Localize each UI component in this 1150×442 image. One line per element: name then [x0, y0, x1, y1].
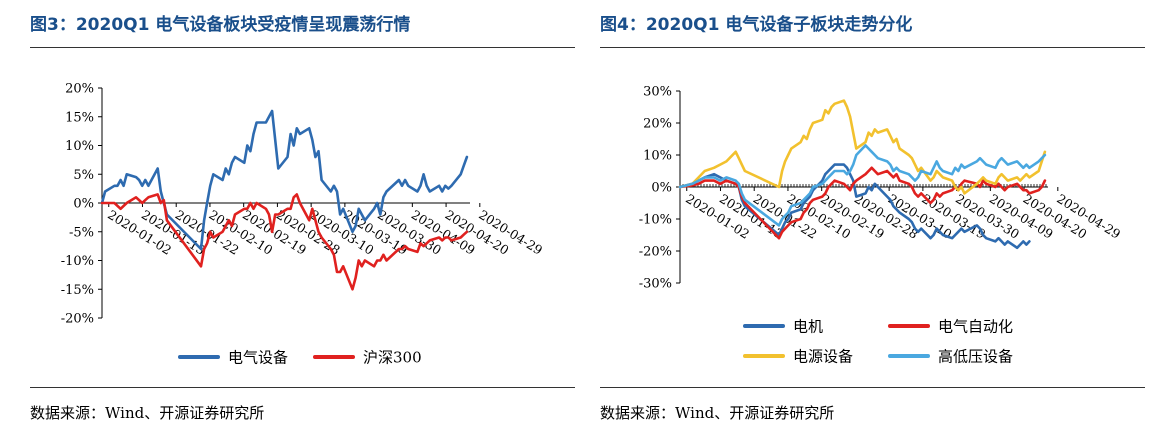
line-chart-sub-sectors: 30%20%10%0%-10%-20%-30%2020-01-022020-01… — [639, 85, 1124, 366]
y-tick-label: 10% — [65, 139, 94, 154]
series-line — [678, 99, 1047, 195]
y-tick-label: 20% — [643, 117, 672, 132]
legend-label: 电气自动化 — [938, 318, 1013, 336]
y-tick-label: 30% — [643, 85, 672, 100]
y-tick-label: 20% — [65, 82, 94, 97]
y-tick-label: -15% — [61, 283, 94, 298]
y-tick-label: -5% — [69, 225, 94, 240]
chart-title: 图3：2020Q1 电气设备板块受疫情呈现震荡行情 — [30, 15, 411, 35]
chart-panel-right: 图4：2020Q1 电气设备子板块走势分化 30% 20% 10% 0% -10% -20… — [600, 0, 1145, 442]
y-tick-label: 0% — [651, 181, 672, 196]
legend-label: 沪深300 — [363, 349, 422, 367]
series-line — [100, 193, 469, 291]
y-tick-label: 5% — [73, 168, 94, 183]
source-note: 数据来源：Wind、开源证券研究所 — [30, 404, 265, 422]
legend-label: 电源设备 — [793, 348, 853, 366]
y-tick-label: 10% — [643, 149, 672, 164]
legend-label: 高低压设备 — [938, 348, 1013, 366]
title-rule — [30, 47, 575, 48]
chart-panel-left: 图3：2020Q1 电气设备板块受疫情呈现震荡行情 20% 15% 10% 5% 0% -… — [30, 0, 575, 442]
y-tick-label: 0% — [73, 197, 94, 212]
y-tick-label: -10% — [639, 213, 672, 228]
y-tick-label: -10% — [61, 254, 94, 269]
source-note: 数据来源：Wind、开源证券研究所 — [600, 404, 835, 422]
source-rule — [30, 387, 575, 388]
source-rule — [600, 387, 1145, 388]
series-line — [678, 166, 1047, 240]
legend-label: 电机 — [793, 318, 823, 336]
series-line — [678, 144, 1047, 227]
y-tick-label: -20% — [61, 312, 94, 327]
y-tick-label: 15% — [65, 110, 94, 125]
series-line — [678, 163, 1031, 250]
y-tick-label: -30% — [639, 277, 672, 292]
chart-title: 图4：2020Q1 电气设备子板块走势分化 — [600, 15, 913, 35]
series-line — [100, 109, 469, 251]
legend-label: 电气设备 — [228, 349, 288, 367]
title-rule — [600, 47, 1145, 48]
y-tick-label: -20% — [639, 245, 672, 260]
line-chart-sector-vs-index: 20%15%10%5%0%-5%-10%-15%-20%2020-01-0220… — [61, 82, 546, 367]
